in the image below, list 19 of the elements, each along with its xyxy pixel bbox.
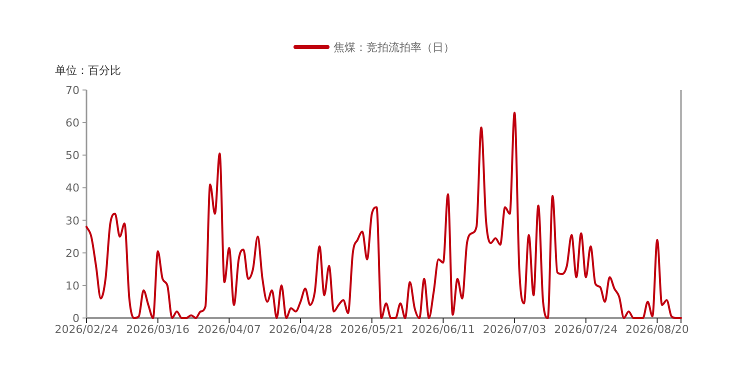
x-tick-label: 2026/07/24 xyxy=(554,323,618,336)
legend-label: 焦煤：竞拍流拍率（日） xyxy=(334,41,454,54)
x-tick-label: 2026/04/28 xyxy=(268,323,332,336)
x-tick-label: 2026/02/24 xyxy=(54,323,118,336)
x-tick-label: 2026/04/07 xyxy=(197,323,261,336)
x-tick-label: 2026/05/21 xyxy=(340,323,404,336)
y-tick-label: 50 xyxy=(66,149,80,162)
y-tick-label: 30 xyxy=(66,214,80,228)
y-tick-label: 70 xyxy=(66,84,80,97)
x-tick-label: 2026/07/03 xyxy=(482,323,546,336)
y-tick-label: 10 xyxy=(66,279,80,292)
y-tick-label: 20 xyxy=(66,246,80,260)
x-tick-label: 2026/08/20 xyxy=(626,323,689,336)
y-tick-label: 40 xyxy=(66,182,80,195)
y-axis-title: 单位：百分比 xyxy=(55,64,121,77)
y-tick-label: 0 xyxy=(72,312,80,325)
x-tick-label: 2026/03/16 xyxy=(126,323,190,336)
x-tick-label: 2026/06/11 xyxy=(411,323,475,336)
y-tick-label: 60 xyxy=(66,116,80,130)
